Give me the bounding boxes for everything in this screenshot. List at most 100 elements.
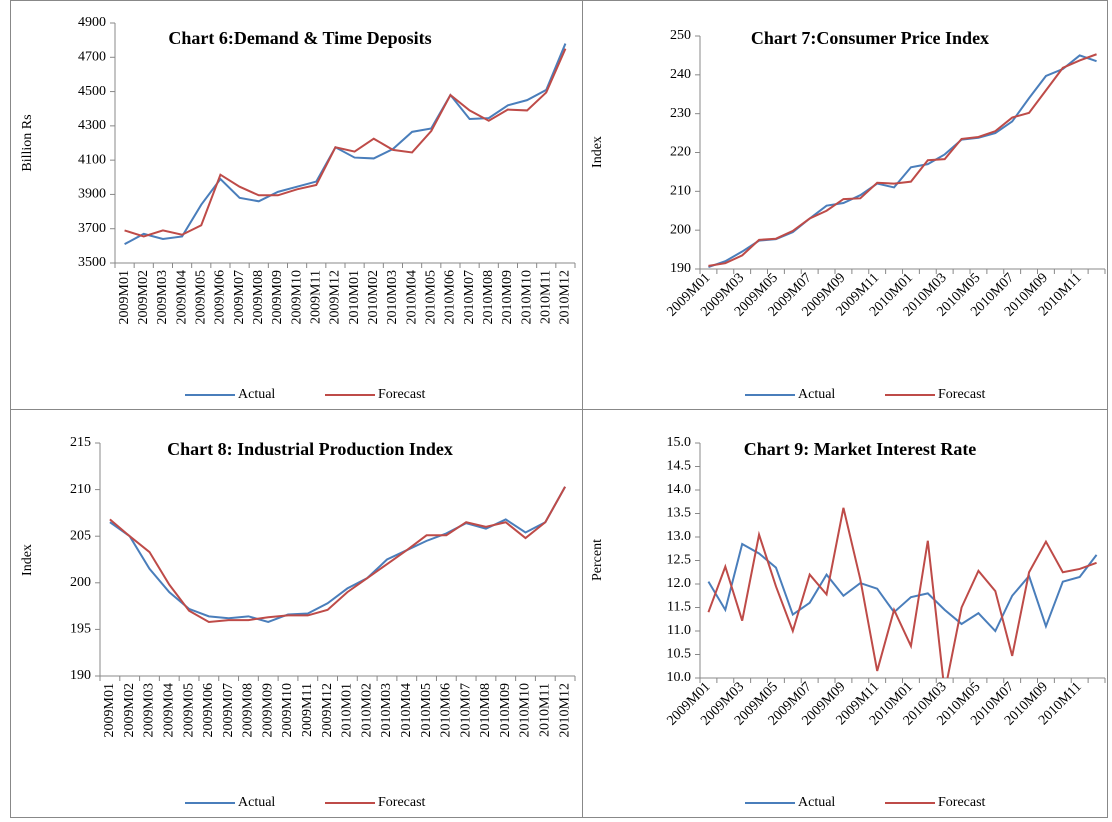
- x-tick-label: 2010M11: [538, 683, 553, 737]
- legend-label: Actual: [798, 387, 835, 402]
- y-tick-label: 190: [70, 668, 91, 683]
- x-tick-label: 2009M02: [122, 683, 137, 737]
- y-tick-label: 12.5: [667, 553, 692, 568]
- x-tick-label: 2010M07: [458, 683, 473, 737]
- x-tick-label: 2009M02: [136, 270, 151, 324]
- y-tick-label: 205: [70, 528, 91, 543]
- x-tick-label: 2010M02: [359, 683, 374, 737]
- y-tick-label: 195: [70, 622, 91, 637]
- x-tick-label: 2009M05: [193, 270, 208, 324]
- x-tick-label: 2009M07: [232, 270, 247, 324]
- series-line: [707, 542, 1098, 633]
- legend-label: Forecast: [938, 387, 986, 402]
- x-tick-label: 2009M07: [221, 683, 236, 737]
- y-tick-label: 12.0: [667, 576, 692, 591]
- legend-label: Forecast: [378, 795, 426, 810]
- x-tick-label: 2010M09: [498, 683, 513, 737]
- x-tick-label: 2009M03: [155, 270, 170, 324]
- x-tick-label: 2009M11: [308, 270, 323, 324]
- x-tick-label: 2010M06: [439, 683, 454, 737]
- x-tick-label: 2010M04: [404, 270, 419, 324]
- y-tick-label: 240: [670, 67, 691, 82]
- x-tick-label: 2009M10: [289, 270, 304, 324]
- y-tick-label: 10.5: [667, 647, 692, 662]
- series-line: [109, 486, 566, 623]
- x-tick-label: 2009M12: [320, 683, 335, 737]
- legend-label: Actual: [798, 795, 835, 810]
- chart-title: Chart 7:Consumer Price Index: [751, 28, 989, 48]
- x-tick-label: 2010M07: [462, 270, 477, 324]
- x-tick-label: 2009M01: [117, 270, 132, 324]
- y-tick-label: 4300: [78, 118, 106, 133]
- x-tick-label: 2010M01: [347, 270, 362, 324]
- x-tick-label: 2009M06: [201, 683, 216, 737]
- x-tick-label: 2010M03: [385, 270, 400, 324]
- x-tick-label: 2010M06: [443, 270, 458, 324]
- y-tick-label: 230: [670, 106, 691, 121]
- x-tick-label: 2010M11: [538, 270, 553, 324]
- y-tick-label: 14.5: [667, 459, 692, 474]
- y-axis-label: Percent: [590, 539, 605, 581]
- x-tick-label: 2009M12: [328, 270, 343, 324]
- x-tick-label: 2010M03: [379, 683, 394, 737]
- series-line: [707, 507, 1097, 678]
- x-tick-label: 2010M12: [558, 270, 573, 324]
- y-tick-label: 200: [70, 575, 91, 590]
- series-line: [124, 43, 567, 246]
- y-tick-label: 15.0: [667, 435, 692, 450]
- x-tick-label: 2009M04: [161, 683, 176, 737]
- x-tick-label: 2009M11: [300, 683, 315, 737]
- chart-title: Chart 9: Market Interest Rate: [744, 439, 977, 459]
- y-tick-label: 210: [670, 184, 691, 199]
- y-tick-label: 13.5: [667, 506, 692, 521]
- y-tick-label: 4700: [78, 50, 106, 65]
- y-tick-label: 4900: [78, 15, 106, 30]
- x-tick-label: 2010M09: [500, 270, 515, 324]
- x-tick-label: 2009M08: [241, 683, 256, 737]
- x-tick-label: 2009M04: [174, 270, 189, 324]
- chart-title: Chart 8: Industrial Production Index: [167, 439, 453, 459]
- x-tick-label: 2010M10: [518, 683, 533, 737]
- legend-label: Actual: [238, 387, 275, 402]
- chart-title: Chart 6:Demand & Time Deposits: [168, 28, 431, 48]
- x-tick-label: 2010M05: [423, 270, 438, 324]
- x-tick-label: 2009M05: [181, 683, 196, 737]
- x-tick-label: 2010M08: [478, 683, 493, 737]
- y-tick-label: 215: [70, 435, 91, 450]
- x-tick-label: 2010M08: [481, 270, 496, 324]
- x-tick-label: 2009M01: [102, 683, 117, 737]
- x-tick-label: 2009M03: [142, 683, 157, 737]
- y-tick-label: 220: [670, 145, 691, 160]
- y-tick-label: 3700: [78, 221, 106, 236]
- y-tick-label: 13.0: [667, 529, 692, 544]
- y-tick-label: 250: [670, 28, 691, 43]
- series-line: [708, 54, 1097, 269]
- series-line: [708, 53, 1097, 267]
- x-tick-label: 2010M10: [519, 270, 534, 324]
- y-tick-label: 4100: [78, 152, 106, 167]
- legend-label: Forecast: [938, 795, 986, 810]
- legend-label: Actual: [238, 795, 275, 810]
- y-tick-label: 210: [70, 482, 91, 497]
- y-tick-label: 4500: [78, 84, 106, 99]
- y-tick-label: 11.0: [667, 623, 691, 638]
- x-tick-label: 2009M09: [260, 683, 275, 737]
- x-tick-label: 2010M02: [366, 270, 381, 324]
- y-tick-label: 3900: [78, 187, 106, 202]
- x-tick-label: 2009M10: [280, 683, 295, 737]
- y-axis-label: Billion Rs: [20, 114, 35, 171]
- y-tick-label: 200: [670, 222, 691, 237]
- x-tick-label: 2010M12: [557, 683, 572, 737]
- y-tick-label: 14.0: [667, 482, 692, 497]
- series-line: [124, 48, 567, 238]
- y-axis-label: Index: [590, 136, 605, 168]
- x-tick-label: 2009M06: [213, 270, 228, 324]
- x-tick-label: 2010M05: [419, 683, 434, 737]
- y-tick-label: 10.0: [667, 670, 692, 685]
- x-tick-label: 2010M04: [399, 683, 414, 737]
- x-tick-label: 2009M09: [270, 270, 285, 324]
- x-tick-label: 2009M08: [251, 270, 266, 324]
- y-tick-label: 190: [670, 261, 691, 276]
- legend-label: Forecast: [378, 387, 426, 402]
